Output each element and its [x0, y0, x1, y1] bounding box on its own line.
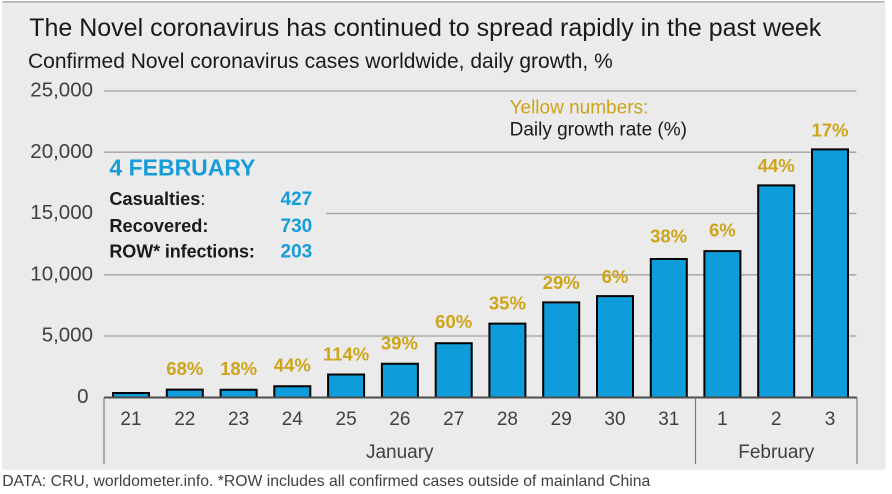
svg-text:60%: 60% [435, 311, 472, 332]
svg-text:The Novel coronavirus has cont: The Novel coronavirus has continued to s… [29, 14, 822, 42]
svg-text:6%: 6% [602, 266, 629, 287]
svg-text:68%: 68% [166, 358, 203, 379]
svg-text:17%: 17% [811, 120, 848, 141]
svg-text:31: 31 [658, 409, 679, 430]
svg-text:39%: 39% [381, 333, 418, 354]
svg-text:25: 25 [336, 409, 357, 430]
svg-text:29: 29 [551, 409, 572, 430]
svg-text:0: 0 [77, 385, 88, 408]
svg-text:February: February [738, 442, 815, 463]
svg-text:3: 3 [825, 409, 836, 430]
svg-text:27: 27 [443, 409, 464, 430]
svg-text:44%: 44% [274, 354, 311, 375]
svg-text:Daily growth rate (%): Daily growth rate (%) [510, 120, 687, 141]
svg-text:24: 24 [282, 409, 304, 430]
svg-text:427: 427 [281, 189, 313, 210]
svg-text:15,000: 15,000 [30, 201, 93, 224]
svg-text:ROW* infections:: ROW* infections: [109, 241, 254, 261]
svg-text:DATA: CRU, worldometer.info. *: DATA: CRU, worldometer.info. *ROW includ… [2, 473, 650, 490]
svg-text:1: 1 [717, 409, 728, 430]
svg-text:44%: 44% [758, 155, 795, 176]
svg-text:30: 30 [604, 409, 625, 430]
svg-text:26: 26 [389, 409, 410, 430]
svg-text:Confirmed Novel coronavirus ca: Confirmed Novel coronavirus cases worldw… [28, 50, 613, 73]
svg-text:18%: 18% [220, 358, 257, 379]
svg-text:Casualties:: Casualties: [109, 189, 205, 209]
svg-text:4 FEBRUARY: 4 FEBRUARY [109, 155, 255, 181]
svg-text:Yellow numbers:: Yellow numbers: [510, 97, 649, 118]
svg-text:2: 2 [771, 409, 782, 430]
svg-text:Recovered:: Recovered: [109, 216, 208, 236]
svg-text:29%: 29% [543, 272, 580, 293]
svg-text:23: 23 [228, 409, 249, 430]
svg-text:730: 730 [281, 216, 313, 237]
svg-text:January: January [366, 442, 434, 463]
svg-text:38%: 38% [650, 225, 687, 246]
svg-text:6%: 6% [709, 220, 736, 241]
svg-text:25,000: 25,000 [30, 79, 93, 102]
svg-text:22: 22 [174, 409, 195, 430]
svg-text:35%: 35% [489, 292, 526, 313]
svg-text:28: 28 [497, 409, 518, 430]
svg-text:10,000: 10,000 [30, 262, 93, 285]
svg-text:203: 203 [281, 241, 313, 262]
svg-text:21: 21 [120, 409, 141, 430]
svg-text:20,000: 20,000 [30, 140, 93, 163]
svg-text:114%: 114% [323, 343, 369, 364]
svg-text:5,000: 5,000 [42, 324, 93, 347]
